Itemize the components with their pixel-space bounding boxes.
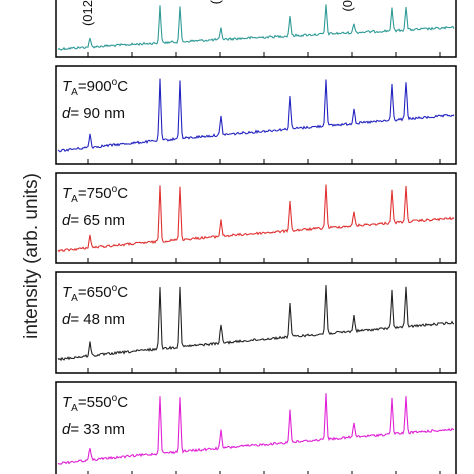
panel-frame: [55, 0, 457, 58]
temperature-label: TA=550oC: [62, 393, 128, 414]
panel-top: (012 ( (0: [55, 0, 457, 58]
series-line-750C: [57, 184, 455, 253]
panel-frame: [55, 271, 457, 374]
peak-index-label: (0: [340, 0, 355, 12]
panel-900C: TA=900oC d= 90 nm: [55, 65, 457, 165]
panel-650C: TA=650oC d= 48 nm: [55, 271, 457, 374]
y-axis-label: intensity (arb. units): [21, 173, 42, 339]
thickness-label: d= 33 nm: [62, 421, 125, 438]
thickness-label: d= 48 nm: [62, 311, 125, 328]
temperature-label: TA=650oC: [62, 283, 128, 304]
peak-index-label: (: [208, 0, 223, 4]
panel-550C: TA=550oC d= 33 nm: [55, 381, 457, 474]
series-line-550C: [57, 393, 455, 465]
series-line-top: [57, 4, 455, 51]
thickness-label: d= 65 nm: [62, 212, 125, 229]
panel-frame: [55, 65, 457, 165]
temperature-label: TA=900oC: [62, 77, 128, 98]
panel-frame: [55, 172, 457, 264]
panel-750C: TA=750oC d= 65 nm: [55, 172, 457, 264]
peak-index-label: (012: [80, 0, 95, 26]
series-line-900C: [57, 78, 455, 153]
panel-frame: [55, 381, 457, 474]
temperature-label: TA=750oC: [62, 184, 128, 205]
thickness-label: d= 90 nm: [62, 105, 125, 122]
series-line-650C: [57, 285, 455, 362]
